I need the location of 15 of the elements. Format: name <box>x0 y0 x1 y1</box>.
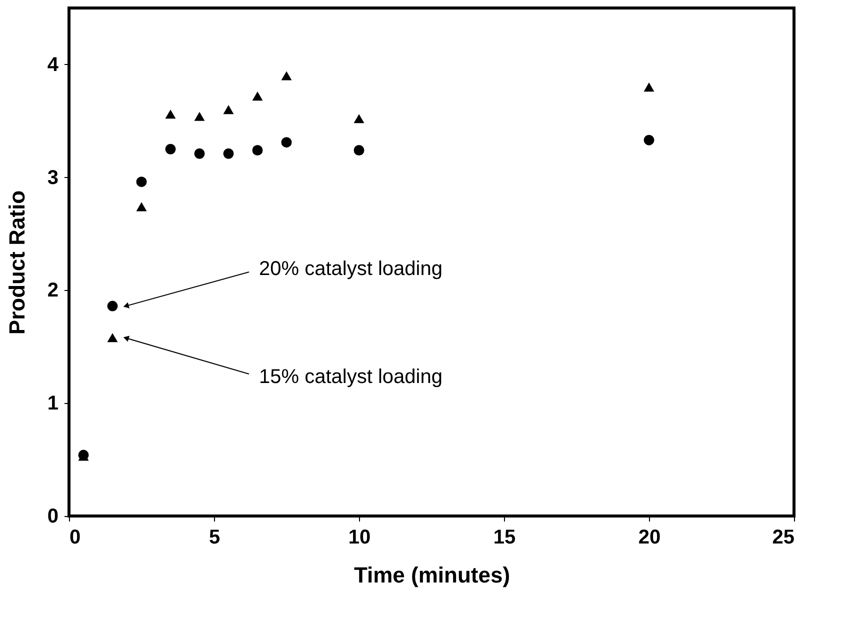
y-tick-label: 1 <box>47 392 58 415</box>
x-tick-label: 15 <box>493 526 516 548</box>
annotation: 15% catalyst loading <box>259 366 442 388</box>
x-tick-label: 0 <box>70 526 81 548</box>
annotation: 20% catalyst loading <box>259 258 442 280</box>
y-tick-label: 4 <box>47 54 60 76</box>
y-axis-title: Product Ratio <box>4 190 30 335</box>
y-tick-label: 2 <box>47 280 58 302</box>
x-tick-label: 10 <box>348 526 371 548</box>
x-tick-label: 20 <box>638 526 661 548</box>
x-axis-title: Time (minutes) <box>354 562 510 588</box>
y-tick-label: 3 <box>47 166 58 189</box>
x-tick-label: 5 <box>208 526 220 548</box>
x-tick-label: 25 <box>772 526 794 548</box>
y-tick-label: 0 <box>47 506 58 528</box>
